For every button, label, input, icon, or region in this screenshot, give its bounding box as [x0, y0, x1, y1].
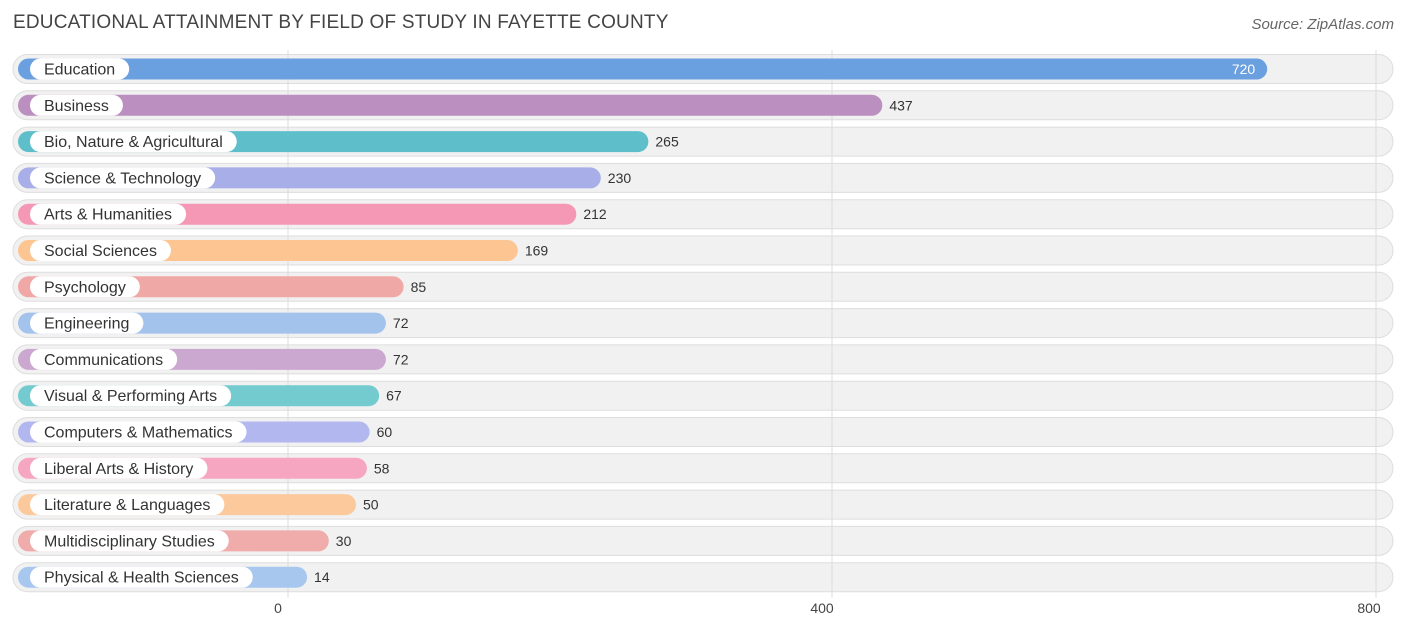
- category-pill: [30, 167, 216, 189]
- category-label: Computers & Mathematics: [44, 425, 233, 442]
- category-pill: [30, 94, 123, 116]
- category-label: Bio, Nature & Agricultural: [44, 134, 223, 151]
- category-label: Multidisciplinary Studies: [44, 533, 215, 550]
- category-label: Arts & Humanities: [44, 207, 172, 224]
- category-pill: [30, 457, 208, 479]
- value-label: 212: [583, 206, 607, 222]
- category-pill: [30, 530, 229, 552]
- value-label: 720: [1232, 61, 1256, 77]
- category-pill: [30, 421, 247, 443]
- value-label: 230: [608, 170, 632, 186]
- value-label: 169: [525, 243, 549, 259]
- category-pill: [30, 566, 253, 588]
- category-pill: [30, 131, 237, 153]
- category-label: Liberal Arts & History: [44, 461, 193, 478]
- category-label: Science & Technology: [44, 170, 201, 187]
- category-pill: [30, 276, 140, 298]
- bar: [18, 58, 1268, 80]
- value-label: 85: [411, 279, 427, 295]
- tick-label: 400: [810, 600, 834, 616]
- category-label: Communications: [44, 352, 163, 369]
- category-pill: [30, 203, 187, 225]
- value-label: 50: [363, 497, 379, 513]
- chart-title: EDUCATIONAL ATTAINMENT BY FIELD OF STUDY…: [13, 12, 669, 33]
- row-background: [12, 525, 1394, 556]
- value-label: 67: [386, 388, 402, 404]
- category-label: Literature & Languages: [44, 497, 210, 514]
- category-pill: [30, 494, 225, 516]
- tick-label: 0: [274, 600, 282, 616]
- category-label: Physical & Health Sciences: [44, 570, 239, 587]
- category-pill: [30, 240, 171, 261]
- row-background: [12, 562, 1394, 593]
- category-label: Social Sciences: [44, 243, 157, 260]
- category-pill: [30, 385, 232, 407]
- value-label: 72: [393, 351, 409, 367]
- value-label: 60: [377, 424, 393, 440]
- row-background: [12, 489, 1394, 520]
- category-pill: [30, 312, 144, 334]
- category-pill: [30, 348, 178, 370]
- category-label: Visual & Performing Arts: [44, 388, 217, 405]
- value-label: 14: [314, 569, 330, 585]
- value-label: 72: [393, 315, 409, 331]
- category-label: Psychology: [44, 279, 126, 296]
- value-label: 30: [336, 533, 352, 549]
- category-label: Engineering: [44, 316, 129, 333]
- chart-source: Source: ZipAtlas.com: [1251, 16, 1394, 33]
- category-label: Business: [44, 98, 109, 115]
- bar: [18, 94, 883, 116]
- category-pill: [30, 58, 130, 80]
- value-label: 437: [889, 97, 913, 113]
- value-label: 58: [374, 460, 390, 476]
- tick-label: 800: [1357, 600, 1381, 616]
- category-label: Education: [44, 62, 115, 79]
- value-label: 265: [655, 134, 679, 150]
